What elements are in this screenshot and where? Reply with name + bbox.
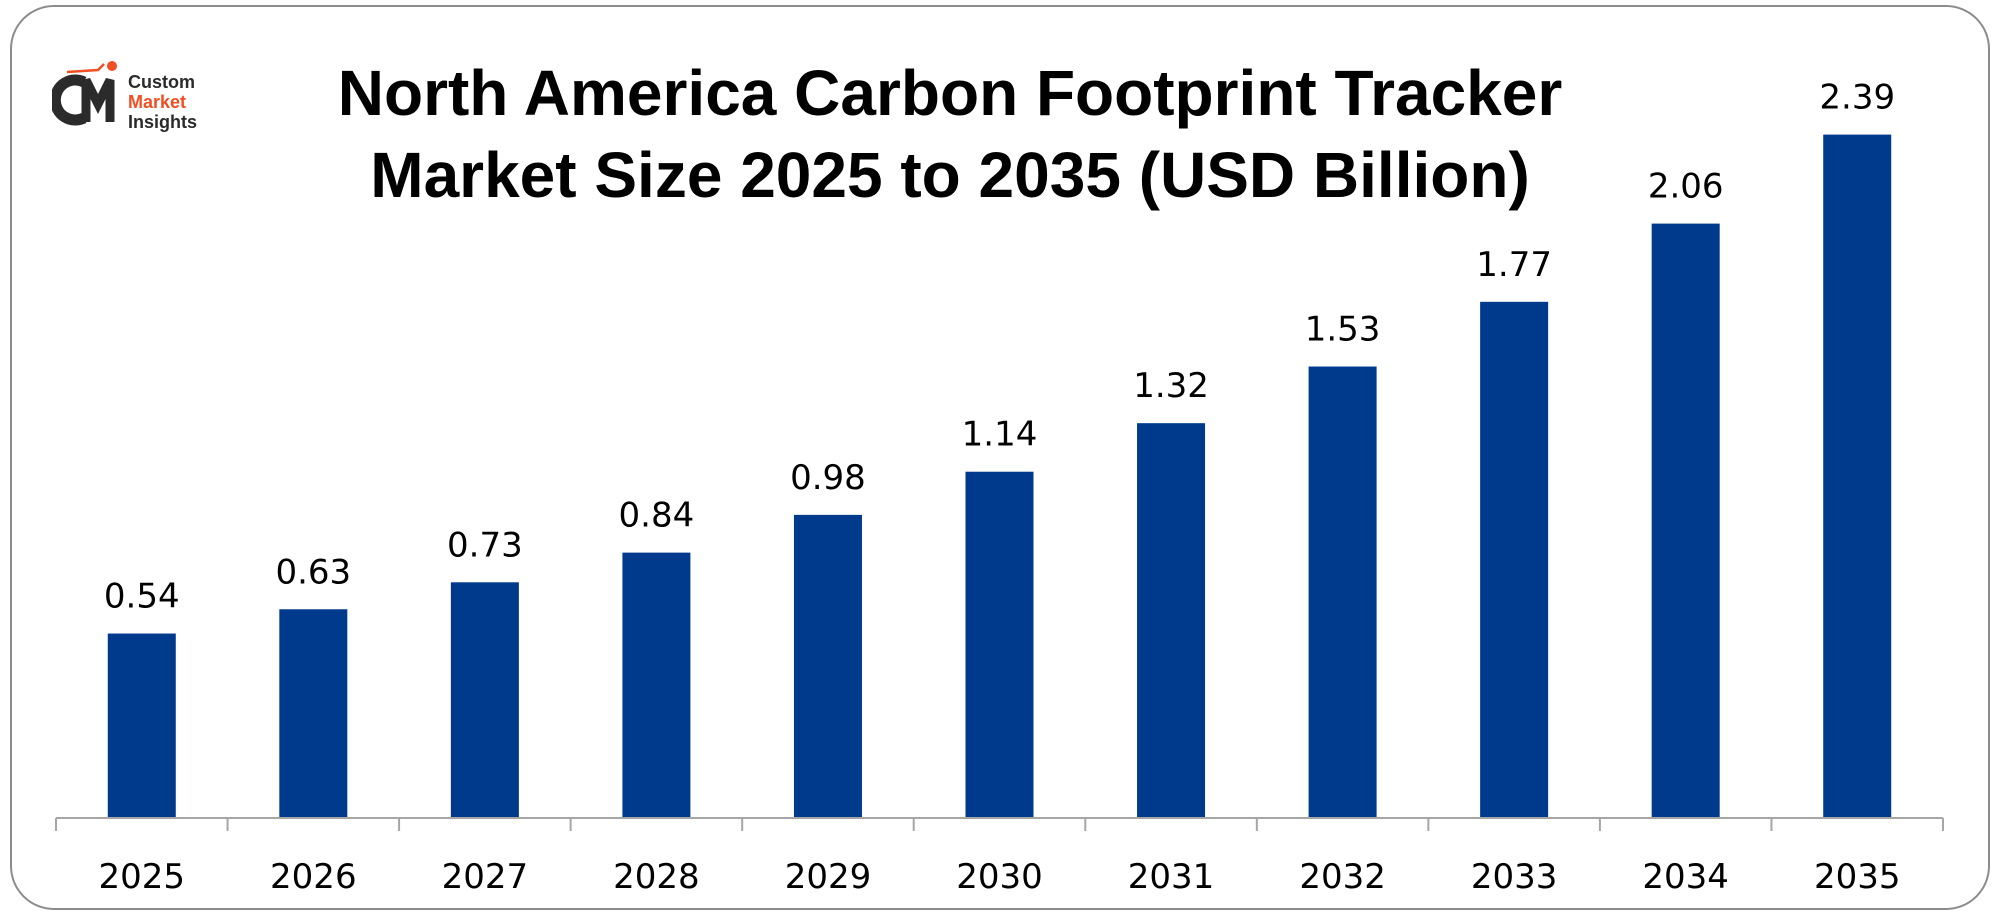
chart-frame	[10, 5, 1990, 910]
bar	[965, 471, 1034, 818]
data-label: 1.14	[962, 415, 1038, 455]
data-label: 1.77	[1476, 245, 1552, 285]
svg-text:Market: Market	[128, 92, 186, 112]
data-label: 0.98	[790, 458, 866, 498]
data-label: 1.32	[1133, 366, 1209, 406]
title-line-1: North America Carbon Footprint Tracker	[337, 57, 1563, 129]
bar	[1651, 223, 1720, 818]
data-label: 0.54	[104, 577, 180, 617]
data-label: 0.63	[275, 552, 351, 592]
bar	[793, 514, 862, 818]
x-tick-label: 2033	[1471, 857, 1558, 897]
x-tick-label: 2027	[442, 857, 529, 897]
bar	[1137, 423, 1206, 818]
data-label: 1.53	[1305, 310, 1381, 350]
x-tick-label: 2025	[99, 857, 186, 897]
bar	[107, 633, 176, 818]
x-tick-label: 2031	[1128, 857, 1215, 897]
x-tick-label: 2029	[785, 857, 872, 897]
bar	[1480, 301, 1549, 818]
x-tick-label: 2034	[1642, 857, 1729, 897]
bar	[279, 609, 348, 818]
bar	[1308, 366, 1377, 818]
data-label: 2.39	[1819, 78, 1895, 118]
chart-title: North America Carbon Footprint Tracker M…	[280, 52, 1620, 216]
bar	[1823, 134, 1892, 819]
company-logo: Custom Market Insights	[49, 60, 252, 140]
bar	[450, 582, 519, 818]
title-line-2: Market Size 2025 to 2035 (USD Billion)	[370, 139, 1530, 211]
svg-text:Insights: Insights	[128, 112, 197, 132]
x-tick-label: 2028	[613, 857, 700, 897]
x-tick-label: 2026	[270, 857, 357, 897]
data-label: 0.73	[447, 525, 523, 565]
x-tick-label: 2032	[1299, 857, 1386, 897]
x-tick-label: 2035	[1814, 857, 1901, 897]
x-tick-label: 2030	[956, 857, 1043, 897]
bar	[622, 552, 691, 818]
svg-text:Custom: Custom	[128, 72, 195, 92]
data-label: 2.06	[1648, 167, 1724, 207]
data-label: 0.84	[619, 496, 695, 536]
